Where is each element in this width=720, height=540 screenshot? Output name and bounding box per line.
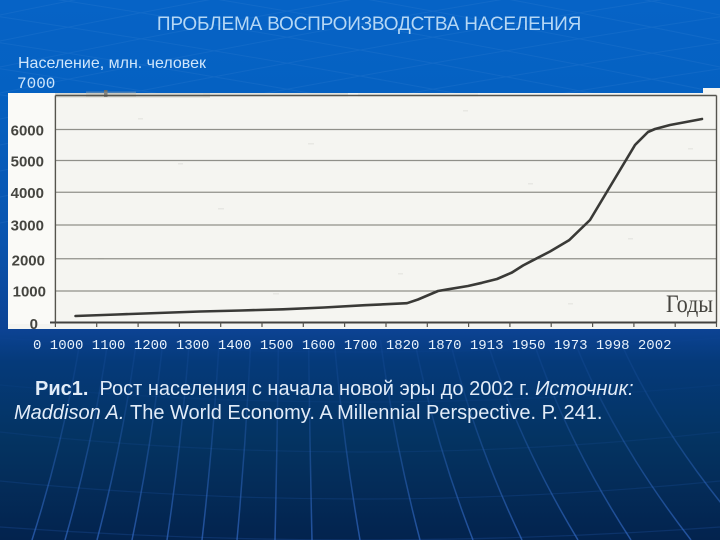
svg-text:6000: 6000: [11, 122, 44, 139]
svg-text:2000: 2000: [12, 252, 45, 269]
svg-text:1000: 1000: [13, 283, 46, 300]
svg-text:0: 0: [30, 316, 38, 329]
svg-text:4000: 4000: [11, 185, 44, 202]
svg-text:3000: 3000: [11, 218, 44, 235]
svg-text:5000: 5000: [11, 153, 44, 170]
svg-text:Годы: Годы: [666, 291, 713, 318]
